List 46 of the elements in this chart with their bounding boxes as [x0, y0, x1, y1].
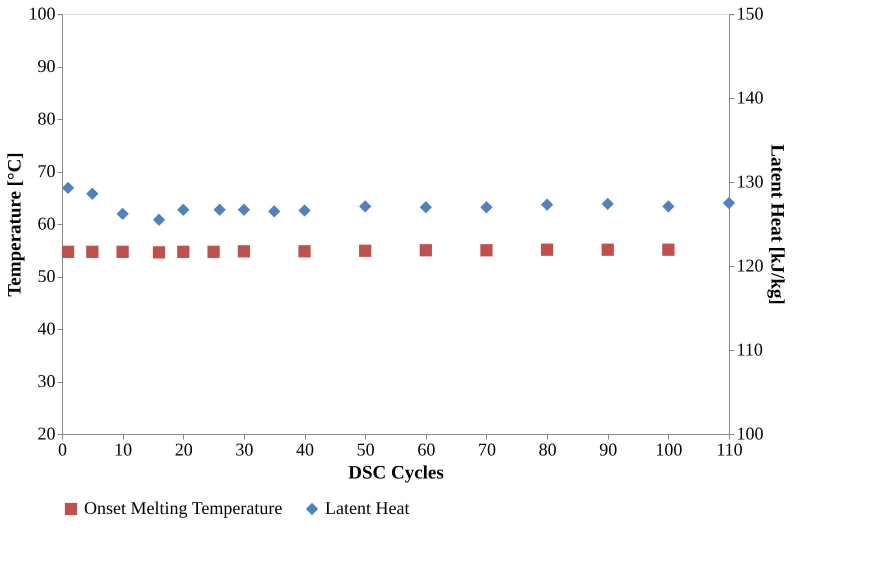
x-tick-label: 20	[174, 440, 193, 460]
y-axis-title: Temperature [°C]	[4, 152, 26, 297]
point	[480, 201, 493, 214]
x-tick-label: 100	[655, 440, 682, 460]
x-tick-label: 30	[235, 440, 254, 460]
point	[177, 204, 190, 216]
y2-tick-label: 140	[736, 88, 764, 108]
legend-label: Latent Heat	[325, 498, 410, 518]
point	[238, 204, 250, 216]
x-tick-label: 60	[417, 440, 436, 460]
legend-label: Onset Melting Temperature	[84, 498, 282, 518]
point	[268, 205, 280, 218]
x-tick-label: 40	[296, 440, 314, 460]
point	[86, 188, 98, 200]
x-axis-title: DSC Cycles	[348, 462, 444, 484]
y-tick-label: 90	[38, 56, 56, 76]
point	[359, 200, 372, 212]
y-tick-label: 80	[38, 108, 56, 128]
x-tick-label: 50	[356, 440, 375, 460]
point	[152, 214, 166, 226]
point	[602, 198, 614, 210]
y2-tick-label: 150	[736, 4, 764, 24]
y-tick-label: 40	[38, 318, 56, 338]
y-tick-label: 70	[38, 161, 56, 181]
x-tick-label: 90	[599, 440, 618, 460]
y2-axis-title: Latent Heat [kJ/kg]	[766, 144, 788, 305]
y2-tick-label: 110	[736, 340, 763, 360]
x-tick-label: 70	[478, 440, 496, 460]
y-tick-label: 60	[38, 214, 56, 234]
point	[540, 198, 554, 211]
x-tick-label: 0	[58, 440, 67, 460]
y2-tick-label: 120	[736, 256, 764, 276]
point	[662, 200, 674, 212]
point	[62, 182, 74, 194]
y-tick-label: 20	[38, 424, 56, 444]
x-tick-label: 10	[114, 440, 132, 460]
point	[214, 204, 226, 216]
point	[298, 204, 311, 217]
x-tick-label: 80	[538, 440, 557, 460]
y-tick-label: 50	[38, 266, 56, 286]
point	[722, 196, 736, 210]
point	[420, 201, 432, 214]
point	[116, 208, 129, 220]
y2-tick-label: 130	[736, 172, 764, 192]
y-tick-label: 100	[28, 4, 56, 24]
y-tick-label: 30	[38, 371, 56, 391]
